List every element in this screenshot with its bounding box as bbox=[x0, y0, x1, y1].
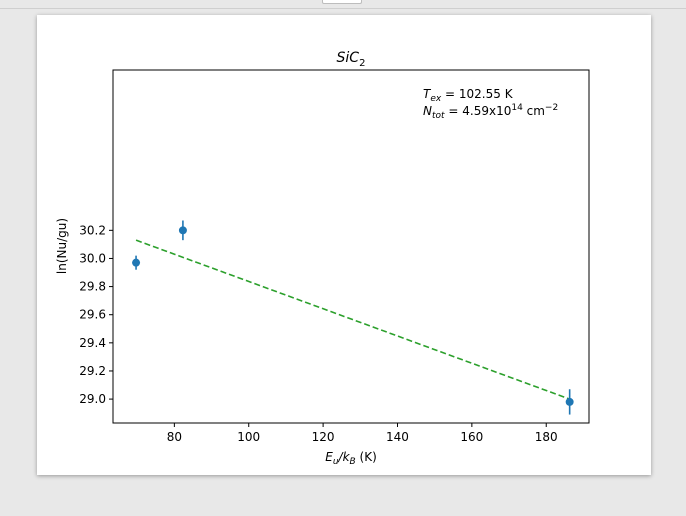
y-tick-label: 30.2 bbox=[79, 223, 106, 237]
fit-line bbox=[135, 239, 570, 400]
annotation-ntot-exponent: 14 bbox=[511, 103, 523, 113]
x-label-sub2: B bbox=[350, 457, 356, 467]
x-label-unit: (K) bbox=[356, 450, 377, 464]
annotation-tex-value: = 102.55 K bbox=[441, 87, 513, 101]
x-tick-label: 120 bbox=[312, 430, 335, 444]
chart-title-main: SiC bbox=[337, 50, 360, 66]
x-tick-label: 80 bbox=[167, 430, 182, 444]
y-tick-label: 29.4 bbox=[79, 336, 106, 350]
x-label-slash: /k bbox=[338, 450, 351, 464]
annotation-ntot: Ntot = 4.59x1014 cm−2 bbox=[423, 103, 558, 121]
points-layer bbox=[132, 220, 574, 415]
data-point bbox=[178, 226, 187, 235]
x-tick-label: 100 bbox=[237, 430, 260, 444]
y-axis-ticks: 29.0 29.2 29.4 29.6 29.8 30.0 30.2 bbox=[79, 223, 113, 406]
y-axis-label: ln(Nu/gu) bbox=[55, 218, 69, 274]
x-axis-ticks: 80 100 120 140 160 180 bbox=[167, 423, 558, 444]
y-tick-label: 29.6 bbox=[79, 308, 106, 322]
plot-area bbox=[112, 69, 590, 424]
window-tab[interactable] bbox=[322, 0, 362, 4]
y-tick-label: 29.0 bbox=[79, 392, 106, 406]
annotation-tex-symbol: T bbox=[423, 87, 432, 101]
data-point bbox=[132, 258, 141, 267]
x-tick-label: 140 bbox=[386, 430, 409, 444]
annotation-ntot-symbol: N bbox=[423, 104, 432, 118]
x-axis-label: Eu/kB (K) bbox=[325, 450, 377, 467]
x-label-symbol: E bbox=[325, 450, 333, 464]
x-tick-label: 180 bbox=[535, 430, 558, 444]
chart-title-subscript: 2 bbox=[359, 58, 365, 69]
y-tick-label: 29.8 bbox=[79, 280, 106, 294]
annotation-tex: Tex = 102.55 K bbox=[423, 87, 514, 104]
window-top-bar bbox=[0, 0, 686, 9]
annotation-ntot-value: = 4.59x10 bbox=[445, 104, 512, 118]
y-tick-label: 30.0 bbox=[79, 251, 106, 265]
annotation-ntot-sub: tot bbox=[432, 111, 445, 121]
chart-title: SiC2 bbox=[337, 50, 366, 69]
annotation-ntot-unit-exponent: −2 bbox=[545, 103, 558, 113]
x-label-sub1: u bbox=[333, 457, 339, 467]
data-point bbox=[565, 397, 574, 406]
annotation-ntot-unit: cm bbox=[523, 104, 545, 118]
x-tick-label: 160 bbox=[460, 430, 483, 444]
fit-layer bbox=[135, 239, 570, 400]
y-tick-label: 29.2 bbox=[79, 364, 106, 378]
annotation-tex-sub: ex bbox=[430, 94, 442, 104]
